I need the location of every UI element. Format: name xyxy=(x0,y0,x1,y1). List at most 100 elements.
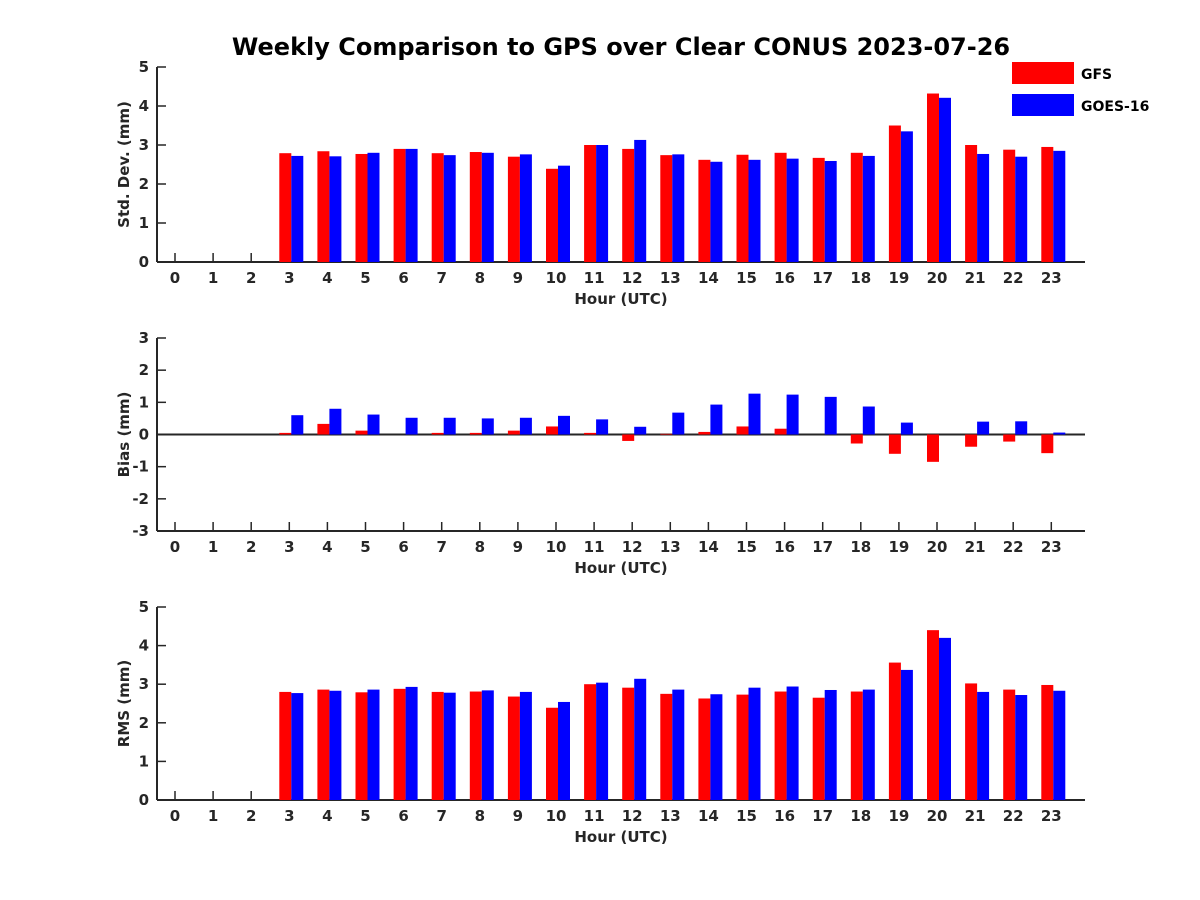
bar-goes-16-hour-12 xyxy=(634,139,647,262)
bar-goes-16-hour-4 xyxy=(329,690,342,800)
y-tick-label: 1 xyxy=(139,214,149,232)
y-axis-label: Std. Dev. (mm) xyxy=(115,101,133,228)
x-tick-label: 1 xyxy=(208,807,218,825)
bar-gfs-hour-4 xyxy=(317,151,330,262)
bar-goes-16-hour-23 xyxy=(1053,150,1066,262)
bar-gfs-hour-8 xyxy=(469,691,482,800)
bar-gfs-hour-15 xyxy=(736,154,749,262)
bar-goes-16-hour-21 xyxy=(977,421,990,435)
bar-gfs-hour-19 xyxy=(888,125,901,262)
bar-goes-16-hour-7 xyxy=(443,155,456,262)
bar-goes-16-hour-9 xyxy=(519,154,532,262)
y-tick-label: 1 xyxy=(139,752,149,770)
bar-goes-16-hour-14 xyxy=(710,694,723,800)
bar-gfs-hour-20 xyxy=(927,93,939,263)
x-tick-label: 1 xyxy=(208,269,218,287)
bar-goes-16-hour-21 xyxy=(977,153,990,262)
bar-gfs-hour-13 xyxy=(660,693,673,800)
bar-gfs-hour-15 xyxy=(736,426,749,435)
bar-goes-16-hour-16 xyxy=(786,394,799,435)
x-tick-label: 5 xyxy=(360,538,370,556)
bar-goes-16-hour-9 xyxy=(519,417,532,435)
y-tick-label: -2 xyxy=(132,490,149,508)
x-tick-label: 7 xyxy=(436,538,446,556)
bar-gfs-hour-17 xyxy=(812,157,825,262)
x-tick-label: 17 xyxy=(812,269,833,287)
x-tick-label: 16 xyxy=(774,538,795,556)
bar-gfs-hour-14 xyxy=(698,431,711,435)
x-tick-label: 19 xyxy=(888,538,909,556)
bar-gfs-hour-12 xyxy=(622,148,635,262)
bar-goes-16-hour-22 xyxy=(1015,421,1028,435)
x-tick-label: 21 xyxy=(965,538,986,556)
bar-goes-16-hour-23 xyxy=(1053,432,1066,435)
x-tick-label: 16 xyxy=(774,807,795,825)
x-axis-label: Hour (UTC) xyxy=(574,290,667,308)
y-tick-label: 0 xyxy=(139,253,149,271)
bar-gfs-hour-6 xyxy=(393,148,406,262)
bar-gfs-hour-19 xyxy=(888,434,901,454)
x-tick-label: 14 xyxy=(698,538,719,556)
x-tick-label: 20 xyxy=(927,807,948,825)
bar-goes-16-hour-5 xyxy=(367,689,380,800)
bar-goes-16-hour-17 xyxy=(824,689,837,800)
x-tick-label: 15 xyxy=(736,269,757,287)
x-tick-label: 12 xyxy=(622,538,643,556)
x-tick-label: 23 xyxy=(1041,807,1062,825)
x-tick-label: 14 xyxy=(698,807,719,825)
bar-gfs-hour-23 xyxy=(1041,684,1054,800)
bar-goes-16-hour-14 xyxy=(710,161,723,262)
bar-gfs-hour-17 xyxy=(812,697,825,800)
x-tick-label: 22 xyxy=(1003,269,1024,287)
x-tick-label: 5 xyxy=(360,269,370,287)
y-tick-label: -1 xyxy=(132,458,149,476)
bar-goes-16-hour-19 xyxy=(900,669,913,800)
bar-goes-16-hour-14 xyxy=(710,404,723,435)
x-tick-label: 23 xyxy=(1041,538,1062,556)
bar-gfs-hour-10 xyxy=(546,426,558,435)
bar-gfs-hour-21 xyxy=(965,683,978,800)
bar-goes-16-hour-18 xyxy=(862,155,875,262)
x-tick-label: 2 xyxy=(246,269,256,287)
bar-goes-16-hour-11 xyxy=(596,419,609,435)
bar-goes-16-hour-6 xyxy=(405,417,418,435)
legend: GFS GOES-16 xyxy=(1012,62,1149,116)
bar-gfs-hour-7 xyxy=(431,691,444,800)
x-tick-label: 12 xyxy=(622,269,643,287)
x-tick-label: 7 xyxy=(436,269,446,287)
x-tick-label: 19 xyxy=(888,807,909,825)
bar-goes-16-hour-5 xyxy=(367,152,380,262)
y-tick-label: 2 xyxy=(139,361,149,379)
x-tick-label: 3 xyxy=(284,538,294,556)
bar-gfs-hour-7 xyxy=(431,153,444,262)
bar-gfs-hour-23 xyxy=(1041,146,1054,262)
x-tick-label: 21 xyxy=(965,269,986,287)
bar-gfs-hour-16 xyxy=(774,428,787,435)
bar-goes-16-hour-20 xyxy=(939,637,951,800)
bar-gfs-hour-21 xyxy=(965,434,978,447)
bar-goes-16-hour-20 xyxy=(939,97,951,262)
bar-gfs-hour-10 xyxy=(546,168,558,262)
x-axis-label: Hour (UTC) xyxy=(574,559,667,577)
bar-goes-16-hour-12 xyxy=(634,426,647,435)
bar-goes-16-hour-8 xyxy=(481,418,494,435)
legend-swatch-goes16 xyxy=(1012,94,1074,116)
x-tick-label: 18 xyxy=(850,807,871,825)
x-tick-label: 20 xyxy=(927,269,948,287)
x-tick-label: 13 xyxy=(660,807,681,825)
bar-goes-16-hour-15 xyxy=(748,393,761,435)
bar-gfs-hour-11 xyxy=(584,145,597,262)
x-tick-label: 4 xyxy=(322,538,332,556)
bar-goes-16-hour-18 xyxy=(862,689,875,800)
legend-label-gfs: GFS xyxy=(1081,67,1112,83)
bar-goes-16-hour-11 xyxy=(596,682,609,800)
bar-goes-16-hour-3 xyxy=(291,155,304,262)
bar-gfs-hour-5 xyxy=(355,153,368,262)
x-tick-label: 0 xyxy=(170,538,180,556)
x-tick-label: 3 xyxy=(284,807,294,825)
bar-gfs-hour-14 xyxy=(698,698,711,800)
bar-gfs-hour-16 xyxy=(774,152,787,262)
